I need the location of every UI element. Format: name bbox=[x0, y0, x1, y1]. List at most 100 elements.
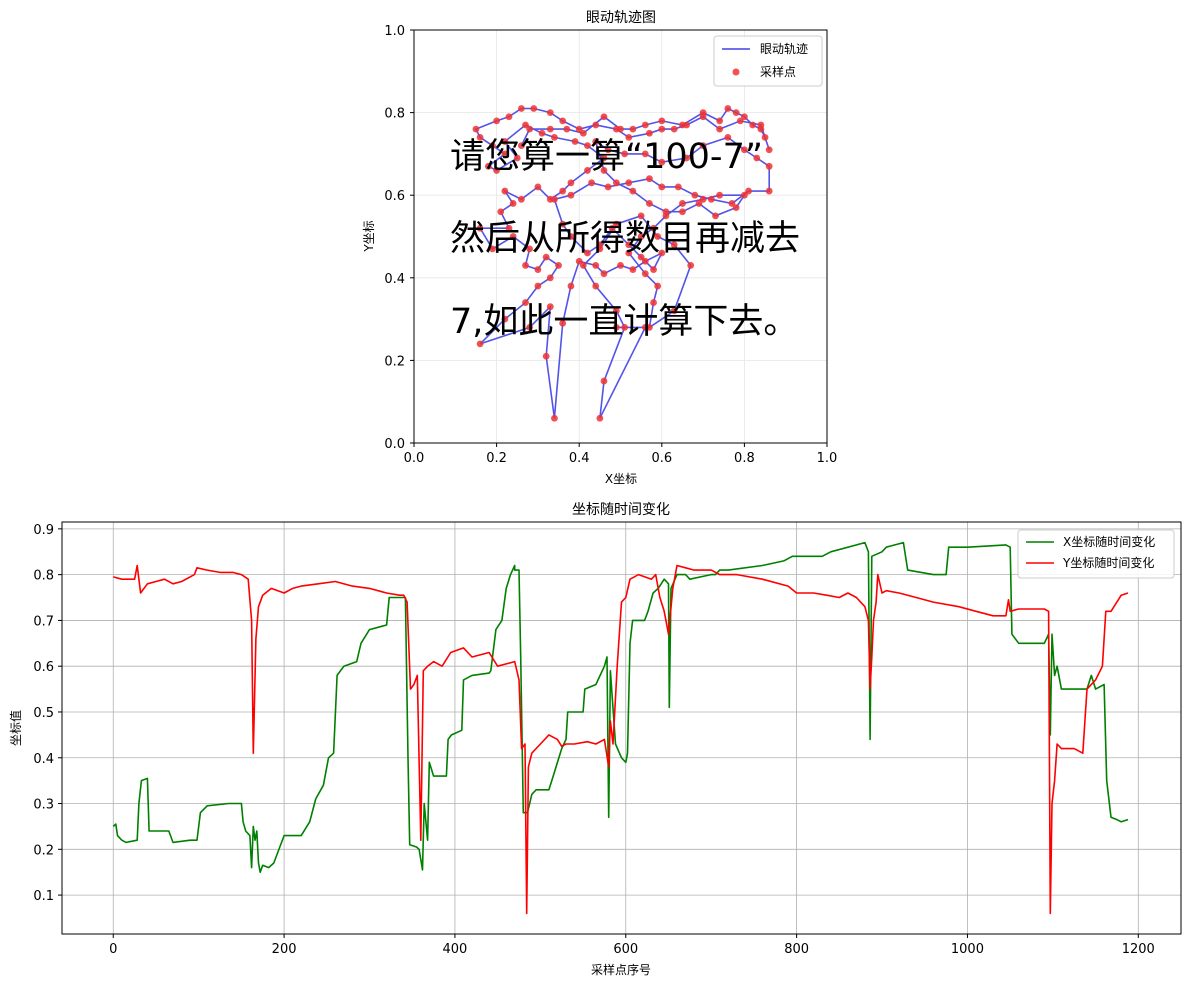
trajectory-legend: 眼动轨迹 采样点 bbox=[713, 35, 823, 87]
sample-point bbox=[612, 307, 620, 315]
sample-point bbox=[546, 109, 554, 116]
sample-point bbox=[534, 282, 542, 290]
sample-point bbox=[497, 208, 505, 216]
y-tick-label: 0.5 bbox=[33, 706, 54, 721]
sample-point bbox=[571, 138, 579, 145]
sample-point bbox=[600, 113, 608, 121]
sample-point bbox=[637, 253, 645, 261]
sample-point bbox=[592, 262, 600, 269]
sample-point bbox=[699, 113, 707, 121]
x-tick-label: 0.4 bbox=[569, 451, 590, 466]
sample-point bbox=[600, 154, 608, 162]
x-tick-label: 0 bbox=[109, 942, 117, 957]
sample-point bbox=[641, 150, 649, 158]
sample-point bbox=[691, 191, 699, 199]
sample-point bbox=[567, 233, 575, 240]
sample-point bbox=[584, 167, 591, 174]
x-tick-label: 0.0 bbox=[404, 451, 425, 466]
time-chart-legend-box bbox=[1017, 529, 1175, 579]
y-coordinate-series-line bbox=[113, 564, 1129, 915]
sample-point bbox=[646, 175, 653, 183]
sample-point bbox=[575, 125, 583, 133]
sample-point bbox=[559, 220, 567, 228]
sample-point bbox=[765, 187, 773, 195]
overlay-line-2: 然后从所得数目再减去 bbox=[450, 219, 800, 259]
x-tick-label: 200 bbox=[272, 942, 297, 957]
y-tick-label: 0.8 bbox=[33, 569, 54, 584]
sample-point bbox=[484, 162, 492, 170]
sample-point bbox=[489, 245, 496, 253]
sample-point bbox=[687, 262, 695, 269]
sample-point bbox=[637, 233, 645, 240]
sample-point bbox=[724, 133, 732, 141]
trajectory-axis-ticks: 0.0 0.2 0.4 0.6 0.8 1.0 0.0 0.2 0.4 0.6 0.8 1.0 bbox=[384, 24, 837, 466]
sample-point bbox=[592, 282, 600, 290]
sample-point bbox=[621, 323, 629, 331]
x-tick-label: 600 bbox=[613, 942, 638, 957]
sample-point bbox=[551, 195, 558, 203]
y-tick-label: 0.2 bbox=[384, 354, 405, 369]
sample-point bbox=[608, 224, 616, 232]
sample-point bbox=[621, 150, 629, 158]
sample-point bbox=[526, 125, 534, 133]
sample-point bbox=[695, 200, 703, 207]
sample-point bbox=[476, 224, 484, 232]
y-tick-label: 0.4 bbox=[384, 272, 405, 287]
x-tick-label: 1.0 bbox=[817, 451, 838, 466]
sample-point bbox=[489, 142, 496, 150]
sample-point bbox=[654, 233, 662, 240]
y-tick-label: 1.0 bbox=[384, 24, 405, 39]
sample-point bbox=[716, 117, 724, 125]
sample-point bbox=[753, 154, 761, 162]
sample-point bbox=[567, 179, 575, 187]
sample-point bbox=[542, 253, 550, 261]
sample-point bbox=[761, 133, 769, 141]
sample-point bbox=[567, 191, 575, 199]
y-tick-label: 0.2 bbox=[33, 843, 54, 858]
sample-point bbox=[629, 125, 637, 133]
sample-point bbox=[584, 142, 591, 150]
y-tick-label: 0.8 bbox=[384, 107, 405, 122]
sample-point bbox=[650, 224, 657, 232]
sample-point bbox=[575, 257, 583, 265]
time-chart-title: 坐标随时间变化 bbox=[572, 502, 670, 518]
x-tick-label: 0.8 bbox=[734, 451, 755, 466]
sample-point bbox=[629, 266, 637, 273]
sample-point bbox=[530, 105, 538, 112]
sample-point bbox=[625, 133, 633, 141]
sample-point bbox=[501, 315, 509, 323]
sample-point bbox=[596, 414, 604, 422]
sample-point bbox=[493, 117, 500, 125]
sample-point bbox=[674, 183, 682, 191]
sample-point bbox=[658, 183, 666, 191]
sample-point bbox=[741, 113, 748, 121]
trajectory-chart: 眼动轨迹图 请您算一算“100-7” 然后从所得数目再减去 7,如此一直计算下去… bbox=[362, 10, 837, 486]
sample-point bbox=[765, 162, 773, 170]
time-chart-series bbox=[112, 541, 1129, 915]
sample-point bbox=[745, 187, 752, 195]
sample-point bbox=[476, 340, 484, 348]
y-tick-label: 0.3 bbox=[33, 798, 54, 813]
y-tick-label: 0.0 bbox=[384, 437, 405, 452]
sample-point bbox=[579, 262, 587, 269]
sample-point bbox=[658, 125, 666, 133]
time-chart-legend: X坐标随时间变化 Y坐标随时间变化 bbox=[1017, 529, 1175, 579]
time-chart-axis-ticks: 0 200 400 600 800 1000 1200 0.1 0.2 0.3 0.4 0.5 0.6 0… bbox=[33, 523, 1155, 957]
sample-point bbox=[641, 270, 649, 278]
time-chart-legend-x-label: X坐标随时间变化 bbox=[1063, 534, 1155, 549]
sample-point bbox=[588, 179, 595, 187]
x-tick-label: 0.6 bbox=[651, 451, 672, 466]
sample-point bbox=[551, 414, 558, 422]
sample-point bbox=[641, 121, 649, 129]
y-tick-label: 0.9 bbox=[33, 523, 54, 538]
coordinates-time-chart: 坐标随时间变化 0 200 400 600 800 1000 1200 0.1 0.2 0.3 0.… bbox=[8, 502, 1182, 977]
sample-point bbox=[600, 377, 608, 385]
sample-point bbox=[617, 262, 624, 269]
sample-point bbox=[629, 187, 637, 195]
sample-point bbox=[559, 187, 567, 195]
trajectory-sample-points bbox=[472, 105, 773, 422]
sample-point bbox=[670, 125, 678, 133]
trajectory-x-axis-label: X坐标 bbox=[605, 472, 637, 486]
sample-point bbox=[736, 117, 744, 125]
sample-point bbox=[522, 299, 529, 306]
